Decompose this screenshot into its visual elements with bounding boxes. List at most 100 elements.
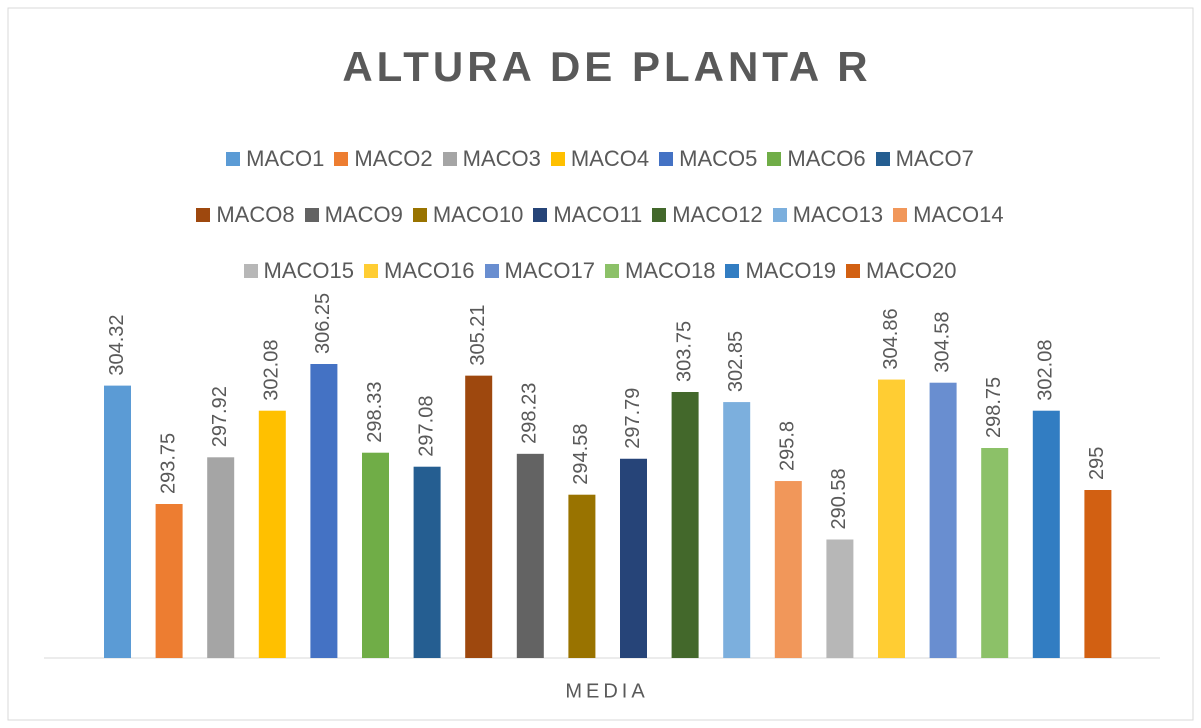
- data-label: 304.32: [106, 314, 128, 375]
- legend-swatch: [196, 208, 211, 222]
- bar: [723, 402, 751, 658]
- data-label: 297.79: [622, 388, 644, 449]
- legend-swatch: [243, 264, 258, 278]
- legend-label: MACO9: [324, 202, 403, 227]
- data-label: 294.58: [570, 424, 592, 485]
- legend-label: MACO20: [865, 258, 957, 283]
- legend-item: MACO8: [196, 202, 295, 228]
- legend-swatch: [875, 152, 890, 166]
- legend-label: MACO7: [895, 146, 974, 171]
- legend-swatch: [845, 264, 860, 278]
- legend-item: MACO2: [334, 146, 433, 172]
- legend-item: MACO18: [605, 258, 715, 284]
- legend-label: MACO14: [913, 202, 1004, 227]
- legend-swatch: [550, 152, 565, 166]
- legend-swatch: [304, 208, 319, 222]
- data-label: 290.58: [828, 468, 850, 529]
- legend-item: MACO13: [772, 202, 884, 228]
- data-label: 305.21: [467, 304, 489, 365]
- bar: [568, 494, 596, 658]
- legend-label: MACO16: [384, 258, 475, 283]
- legend-item: MACO20: [845, 258, 957, 284]
- legend-swatch: [533, 208, 548, 222]
- legend-label: MACO17: [504, 258, 595, 283]
- bar: [104, 385, 131, 658]
- bar: [310, 364, 338, 658]
- legend-item: MACO15: [243, 258, 354, 284]
- legend-swatch: [364, 264, 379, 278]
- bar: [207, 457, 235, 658]
- data-label: 295: [1086, 447, 1108, 480]
- bar: [362, 452, 389, 658]
- legend-item: MACO10: [412, 202, 524, 228]
- bar: [1032, 410, 1060, 658]
- legend-label: MACO1: [246, 146, 325, 171]
- legend-item: MACO14: [893, 202, 1004, 228]
- legend-swatch: [412, 208, 427, 222]
- legend-swatch: [605, 264, 619, 278]
- data-label: 303.75: [673, 321, 695, 382]
- bar: [1084, 490, 1112, 658]
- legend-item: MACO5: [659, 146, 757, 172]
- bar: [929, 382, 957, 658]
- legend: MACO1 MACO2 MACO3 MACO4 MACO5 MACO6 MACO7 MACO8…: [50, 131, 1150, 299]
- chart-border: [7, 7, 1194, 721]
- bar: [671, 392, 699, 658]
- legend-label: MACO10: [432, 202, 524, 227]
- legend-row: MACO15 MACO16 MACO17 MACO18 MACO19 MACO20: [50, 243, 1150, 299]
- bar: [465, 375, 493, 658]
- data-label: 297.92: [209, 386, 231, 447]
- bar: [258, 410, 286, 658]
- legend-label: MACO2: [354, 146, 433, 171]
- data-label: 298.75: [983, 377, 1005, 438]
- data-label: 297.08: [415, 396, 437, 457]
- data-label: 302.08: [261, 340, 283, 401]
- legend-label: MACO3: [462, 146, 541, 171]
- bar: [413, 466, 441, 658]
- data-label: 304.58: [931, 312, 953, 373]
- bar: [981, 448, 1009, 658]
- legend-item: MACO3: [442, 146, 541, 172]
- legend-swatch: [226, 152, 241, 166]
- legend-label: MACO18: [625, 258, 716, 283]
- data-label: 298.33: [364, 382, 386, 443]
- data-label: 295.8: [777, 421, 799, 471]
- bar: [774, 481, 802, 658]
- legend-swatch: [893, 208, 908, 222]
- bar: [826, 539, 854, 658]
- legend-label: MACO5: [679, 146, 758, 171]
- x-tick-label: MEDIA: [565, 680, 648, 702]
- legend-item: MACO19: [725, 258, 836, 284]
- bar: [516, 453, 544, 658]
- legend-item: MACO1: [226, 146, 324, 172]
- legend-label: MACO6: [787, 146, 866, 171]
- legend-item: MACO12: [652, 202, 763, 228]
- legend-swatch: [334, 152, 349, 166]
- legend-label: MACO19: [745, 258, 836, 283]
- legend-swatch: [772, 208, 787, 222]
- legend-item: MACO6: [767, 146, 866, 172]
- legend-swatch: [767, 152, 782, 166]
- bar: [155, 504, 183, 658]
- legend-label: MACO13: [792, 202, 884, 227]
- data-label: 302.08: [1035, 340, 1057, 401]
- data-label: 302.85: [725, 331, 747, 392]
- legend-item: MACO11: [533, 202, 642, 228]
- legend-item: MACO16: [364, 258, 475, 284]
- bar: [878, 379, 905, 658]
- legend-label: MACO11: [553, 202, 643, 227]
- legend-item: MACO9: [304, 202, 403, 228]
- chart-title: ALTURA DE PLANTA R: [342, 43, 871, 90]
- legend-label: MACO4: [570, 146, 650, 171]
- legend-swatch: [484, 264, 499, 278]
- legend-item: MACO17: [484, 258, 595, 284]
- legend-row: MACO8 MACO9 MACO10 MACO11 MACO12 MACO13 MACO14: [50, 187, 1150, 243]
- legend-label: MACO8: [216, 202, 295, 227]
- legend-item: MACO4: [550, 146, 650, 172]
- legend-swatch: [442, 152, 457, 166]
- legend-label: MACO12: [672, 202, 763, 227]
- data-label: 293.75: [157, 433, 179, 494]
- legend-row: MACO1 MACO2 MACO3 MACO4 MACO5 MACO6 MACO7: [50, 131, 1150, 187]
